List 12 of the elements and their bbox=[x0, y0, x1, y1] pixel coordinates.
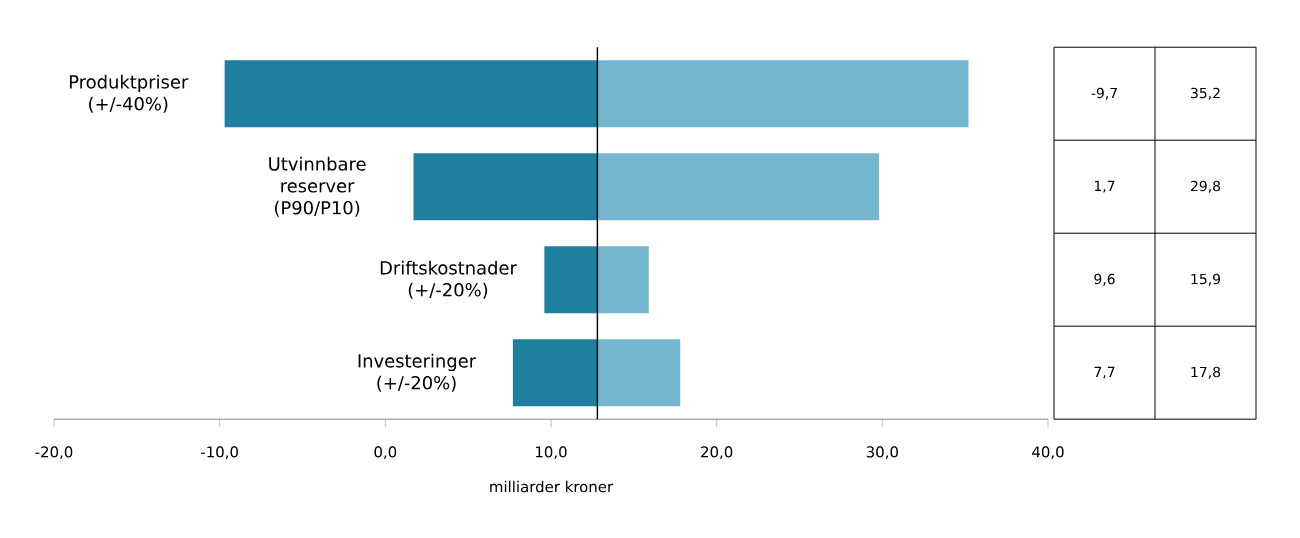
y-tick-label: Investeringer (+/-20%) bbox=[358, 353, 477, 392]
y-tick-label: Driftskostnader (+/-20%) bbox=[380, 260, 517, 299]
bar bbox=[224, 60, 598, 128]
bar bbox=[512, 339, 598, 407]
bar bbox=[597, 60, 969, 128]
bar bbox=[597, 246, 649, 314]
bar bbox=[597, 153, 880, 221]
bar bbox=[413, 153, 598, 221]
y-tick-label: Produktpriser (+/-40%) bbox=[69, 74, 189, 113]
bar bbox=[597, 339, 681, 407]
bar bbox=[544, 246, 598, 314]
y-tick-label: Utvinnbare reserver (P90/P10) bbox=[269, 156, 366, 217]
